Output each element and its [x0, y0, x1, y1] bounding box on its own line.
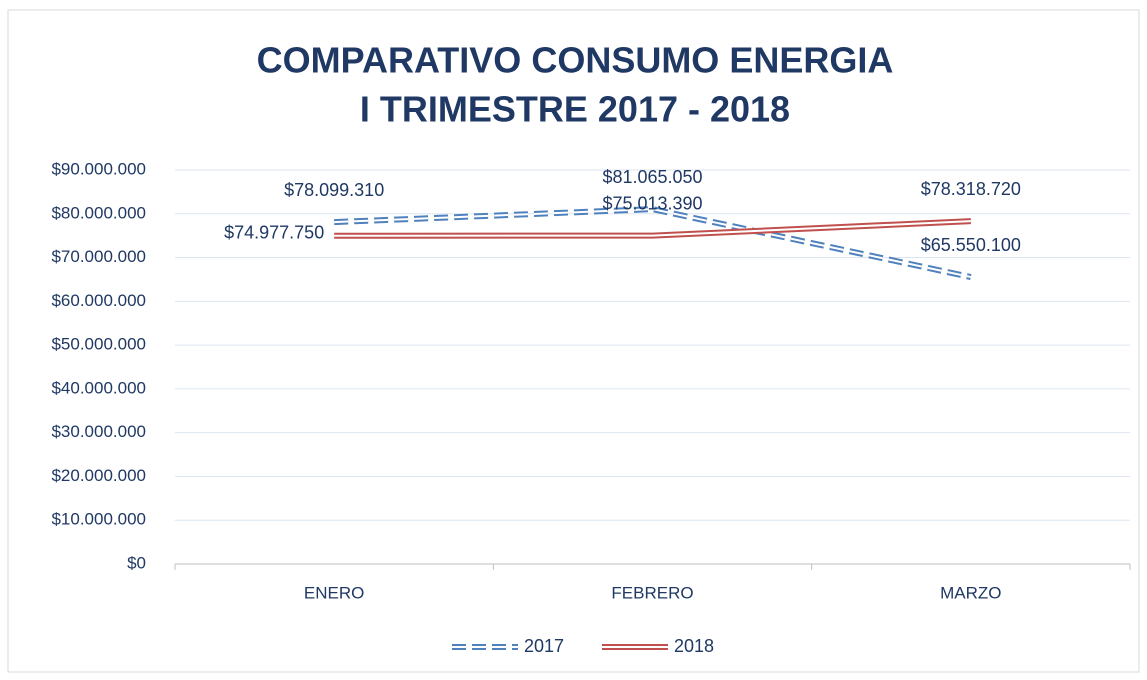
- data-label: $81.065.050: [602, 167, 702, 187]
- legend-label: 2017: [524, 636, 564, 656]
- y-tick-label: $70.000.000: [51, 247, 146, 266]
- y-tick-label: $80.000.000: [51, 203, 146, 222]
- y-tick-label: $40.000.000: [51, 378, 146, 397]
- data-label: $78.318.720: [921, 179, 1021, 199]
- series-line-inner: [334, 220, 971, 237]
- data-label: $75.013.390: [602, 193, 702, 213]
- y-tick-label: $60.000.000: [51, 291, 146, 310]
- chart-title: I TRIMESTRE 2017 - 2018: [360, 89, 790, 130]
- y-tick-label: $90.000.000: [51, 159, 146, 178]
- legend-label: 2018: [674, 636, 714, 656]
- chart-title: COMPARATIVO CONSUMO ENERGIA: [257, 40, 894, 81]
- data-label: $78.099.310: [284, 180, 384, 200]
- y-tick-label: $30.000.000: [51, 422, 146, 441]
- x-tick-label: MARZO: [940, 583, 1001, 602]
- x-tick-label: FEBRERO: [611, 583, 693, 602]
- y-tick-label: $0: [127, 553, 146, 572]
- y-tick-label: $10.000.000: [51, 510, 146, 529]
- x-tick-label: ENERO: [304, 583, 364, 602]
- chart-border: [7, 9, 1140, 673]
- data-label: $74.977.750: [224, 223, 324, 243]
- series-line-inner: [334, 208, 972, 279]
- data-label: $65.550.100: [921, 235, 1021, 255]
- y-tick-label: $20.000.000: [51, 466, 146, 485]
- y-tick-label: $50.000.000: [51, 335, 146, 354]
